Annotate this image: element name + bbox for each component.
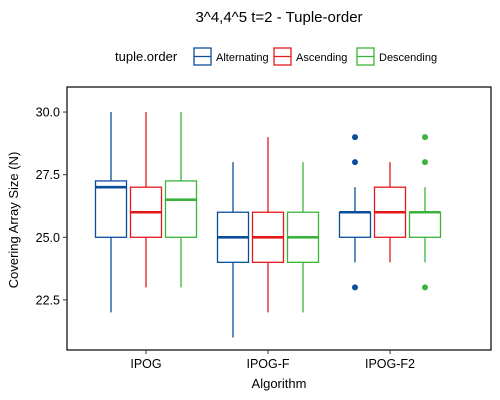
legend: tuple.order Alternating Ascending Descendi… [115, 47, 437, 66]
legend-item: Ascending [273, 47, 347, 66]
x-tick-label: IPOG [130, 357, 161, 371]
series-ascending [129, 112, 407, 313]
outlier-point [352, 134, 358, 141]
box [94, 180, 128, 238]
series-alternating [94, 112, 372, 338]
legend-label: Alternating [216, 52, 269, 64]
y-axis: 22.5 25.0 27.5 30.0 [36, 106, 67, 307]
y-tick-label: 25.0 [36, 231, 60, 245]
outlier-point [422, 159, 428, 166]
x-axis-label: Algorithm [252, 376, 307, 391]
x-tick-label: IPOG-F2 [365, 357, 415, 371]
legend-item: Alternating [193, 47, 269, 66]
outlier-point [352, 159, 358, 166]
box-series [94, 112, 442, 338]
legend-label: Descending [379, 52, 437, 64]
y-tick-label: 27.5 [36, 168, 60, 182]
outlier-point [352, 284, 358, 291]
legend-label: Ascending [296, 52, 347, 64]
outlier-point [422, 134, 428, 141]
y-tick-label: 30.0 [36, 106, 60, 120]
y-axis-label: Covering Array Size (N) [6, 152, 21, 289]
legend-item: Descending [356, 47, 437, 66]
legend-title: tuple.order [115, 49, 178, 64]
box [408, 211, 442, 238]
x-tick-label: IPOG-F [246, 357, 289, 371]
plot-panel [66, 86, 492, 351]
box [338, 211, 372, 238]
x-axis: IPOG IPOG-F IPOG-F2 [130, 350, 415, 371]
chart-title: 3^4,4^5 t=2 - Tuple-order [195, 9, 362, 26]
outlier-point [422, 284, 428, 291]
box [164, 180, 198, 238]
y-tick-label: 22.5 [36, 293, 60, 307]
series-descending [164, 112, 442, 313]
